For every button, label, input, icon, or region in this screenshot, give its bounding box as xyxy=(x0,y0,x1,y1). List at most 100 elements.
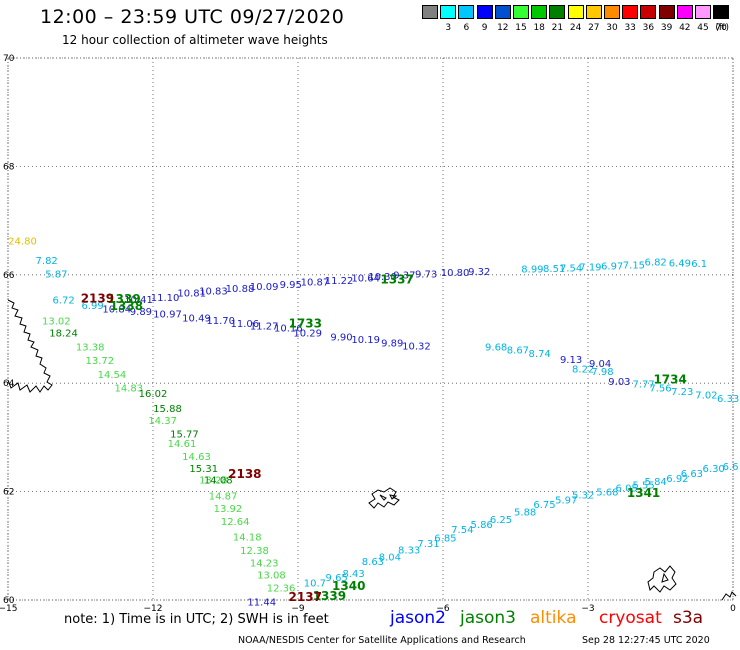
lat-tick-label: 70 xyxy=(3,54,15,64)
wave-height-value: 6.92 xyxy=(666,474,688,485)
wave-height-value: 14.87 xyxy=(209,492,238,503)
scale-label: 9 xyxy=(481,23,488,33)
wave-height-value: 7.15 xyxy=(623,260,645,271)
wave-height-value: 13.08 xyxy=(257,570,286,581)
wave-height-value: 13.38 xyxy=(76,343,105,354)
wave-height-value: 7.23 xyxy=(671,387,693,398)
wave-height-value: 13.28 xyxy=(199,475,228,486)
pass-time-label: 1337 xyxy=(380,272,413,286)
wave-height-value: 18.24 xyxy=(49,329,78,340)
wave-height-value: 10.16 xyxy=(274,324,303,335)
scale-swatch xyxy=(440,5,457,19)
scale-label: 15 xyxy=(515,23,527,33)
legend-jason2: jason2 xyxy=(390,608,446,628)
map-subtitle: 12 hour collection of altimeter wave hei… xyxy=(62,33,328,47)
wave-height-value: 7.77 xyxy=(632,380,654,391)
wave-height-observations: 6.82 6.49 6.17.156.977.197.548.518.996.306… xyxy=(8,236,739,608)
pass-time-label: 1734 xyxy=(653,373,686,387)
wave-height-value: 11.10 xyxy=(151,293,180,304)
scale-swatch xyxy=(622,5,639,19)
lon-tick-label: −6 xyxy=(436,604,450,614)
generated-timestamp: Sep 28 12:27:45 UTC 2020 xyxy=(582,635,710,646)
wave-height-value: 14.37 xyxy=(148,416,177,427)
scale-swatch xyxy=(640,5,657,19)
wave-height-value: 13.72 xyxy=(86,356,115,367)
iceland-coast xyxy=(7,299,53,393)
wave-height-value: 10.32 xyxy=(402,342,431,353)
scale-label: 39 xyxy=(660,23,673,33)
lat-lon-grid xyxy=(7,57,734,601)
wave-height-value: 10.30 xyxy=(368,272,397,283)
wave-height-value: 10.83 xyxy=(199,286,228,297)
wave-height-value: 12.36 xyxy=(267,583,296,594)
wave-height-value: 24.80 xyxy=(8,236,37,247)
wave-height-value: 9.89 xyxy=(381,338,403,349)
wave-height-value: 12.38 xyxy=(240,546,269,557)
wave-height-value: 14.83 xyxy=(115,383,144,394)
wave-height-value: 11.44 xyxy=(247,597,276,608)
wave-height-value: 9.95 xyxy=(280,280,302,291)
wave-height-value: 6.25 xyxy=(490,515,512,526)
wave-height-value: 15.77 xyxy=(170,429,199,440)
wave-height-value: 6.63 xyxy=(681,469,703,480)
scale-swatch xyxy=(549,5,566,19)
pass-time-label: 2137 xyxy=(289,590,322,604)
wave-height-value: 5.68 xyxy=(596,487,618,498)
wave-height-value: 10.84 xyxy=(102,305,131,316)
scale-label: 42 xyxy=(679,23,691,33)
scale-label: 18 xyxy=(533,23,545,33)
scale-label: 70 xyxy=(715,23,727,33)
credit-line: NOAA/NESDIS Center for Satellite Applica… xyxy=(238,635,526,646)
wave-height-value: 8.33 xyxy=(398,545,420,556)
wave-height-value: 9.32 xyxy=(468,267,490,278)
wave-height-value: 7.98 xyxy=(591,367,613,378)
wave-height-value: 11.27 xyxy=(250,322,279,333)
scale-label: 30 xyxy=(606,23,618,33)
wave-height-value: 5.88 xyxy=(514,507,536,518)
map-title: 12:00 – 23:59 UTC 09/27/2020 xyxy=(40,6,345,28)
axis-tick-labels: −15 −12 −9 −6 −3 0 60 62 64 66 68 70 xyxy=(0,54,736,614)
wave-height-value: 6.99 xyxy=(81,301,103,312)
scale-swatch xyxy=(531,5,548,19)
wave-height-value: 8.99 xyxy=(521,265,543,276)
wave-height-value: 8.67 xyxy=(507,345,529,356)
wave-height-value: 9.73 xyxy=(415,270,437,281)
wave-height-value: 10.88 xyxy=(226,284,255,295)
scale-label: 21 xyxy=(551,23,564,33)
wave-height-value: 7.31 xyxy=(417,539,439,550)
wave-height-value: 9.37 xyxy=(393,271,415,282)
wave-height-value: 10.09 xyxy=(250,282,279,293)
wave-height-value: 8.51 xyxy=(543,264,565,275)
wave-height-value: 10.29 xyxy=(293,329,322,340)
scale-label: 45 xyxy=(697,23,709,33)
wave-height-value: 7.54 xyxy=(560,264,582,275)
wave-height-value: 7.56 xyxy=(649,383,671,394)
lat-tick-label: 64 xyxy=(3,379,15,389)
legend-s3a: s3a xyxy=(673,608,704,628)
wave-height-value: 14.63 xyxy=(182,452,211,463)
wave-height-value: 11.22 xyxy=(325,276,354,287)
pass-time-label: 1339 xyxy=(313,589,346,603)
scale-unit: (ft) xyxy=(715,23,729,33)
lon-tick-label: −15 xyxy=(0,604,18,614)
wave-height-value: 9.03 xyxy=(608,377,630,388)
wave-height-value: 7.82 xyxy=(36,256,58,267)
scale-swatch xyxy=(513,5,529,19)
wave-height-value: 8.74 xyxy=(529,349,551,360)
wave-height-value: 6.97 xyxy=(601,261,623,272)
wave-height-value: 10.19 xyxy=(351,335,380,346)
wave-height-value: 9.04 xyxy=(589,359,611,370)
wave-height-value: 5.87 xyxy=(45,270,67,281)
wave-height-value: 12.64 xyxy=(221,517,250,528)
lon-tick-label: −9 xyxy=(291,604,305,614)
scale-label: 3 xyxy=(445,23,452,33)
scale-swatch xyxy=(585,5,602,19)
orkney-coast xyxy=(721,591,737,601)
scale-swatch xyxy=(604,5,620,19)
wave-height-value: 5.55 xyxy=(632,480,654,491)
wave-height-value: 10.81 xyxy=(177,288,206,299)
wave-height-value: 8.22 xyxy=(572,364,594,375)
wave-height-value: 13.92 xyxy=(214,504,243,515)
wave-height-value: 6.75 xyxy=(533,500,555,511)
